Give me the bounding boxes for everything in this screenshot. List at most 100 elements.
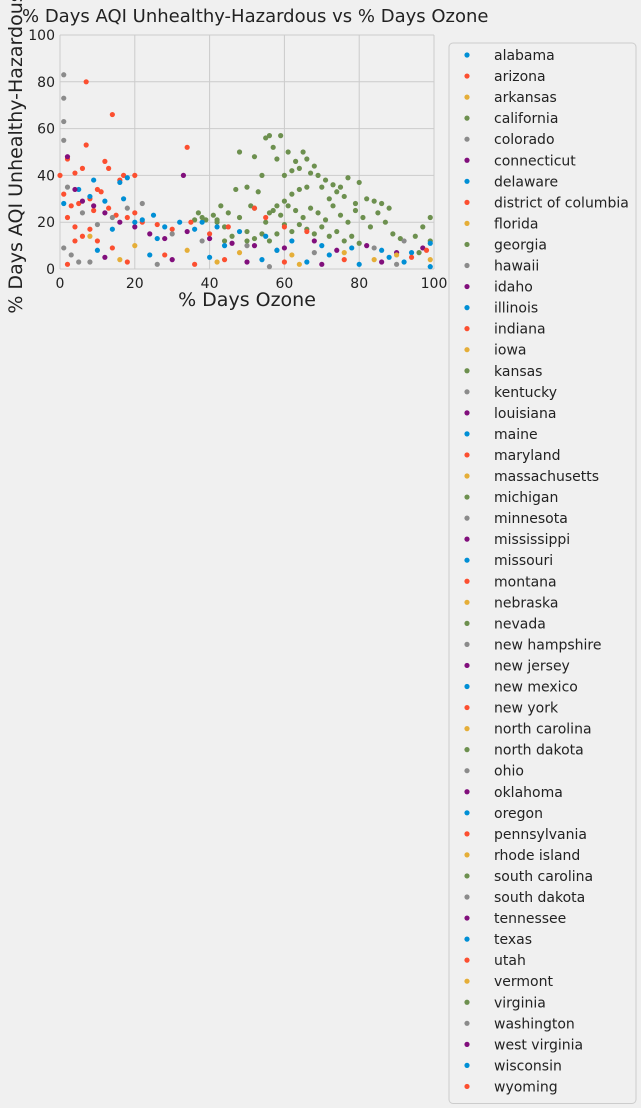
data-point	[132, 172, 138, 178]
data-point	[371, 198, 377, 204]
legend-label: louisiana	[494, 406, 556, 422]
data-point	[87, 226, 93, 232]
data-point	[266, 238, 273, 244]
data-point	[401, 238, 407, 244]
data-point	[76, 200, 82, 207]
legend-marker	[464, 768, 470, 774]
legend-marker	[464, 704, 470, 711]
data-point	[195, 210, 201, 216]
legend-marker	[464, 578, 470, 584]
data-point	[177, 219, 183, 225]
data-point	[147, 231, 153, 237]
data-point	[236, 149, 243, 155]
y-axis-label: % Days AQI Unhealthy-Hazardous	[5, 0, 27, 314]
data-point	[72, 238, 78, 244]
legend-label: arizona	[494, 69, 546, 85]
data-point	[285, 149, 291, 155]
data-point	[304, 259, 310, 265]
data-point	[61, 72, 67, 78]
data-point	[162, 252, 168, 258]
data-point	[207, 254, 213, 260]
data-point	[263, 214, 269, 221]
data-point	[94, 221, 100, 228]
data-point	[341, 250, 347, 256]
data-point	[132, 219, 138, 225]
data-point	[394, 252, 400, 258]
data-point	[364, 196, 370, 202]
data-point	[334, 247, 340, 253]
data-point	[132, 243, 138, 249]
legend-label: massachusetts	[494, 469, 599, 485]
data-point	[61, 191, 67, 197]
data-point	[397, 235, 403, 242]
data-point	[259, 257, 265, 263]
data-point	[307, 170, 314, 176]
data-point	[244, 238, 250, 244]
data-point	[113, 212, 119, 218]
data-point	[371, 245, 377, 251]
data-point	[79, 210, 86, 216]
data-point	[311, 238, 317, 244]
data-point	[427, 240, 433, 246]
data-point	[330, 203, 336, 209]
legend-marker	[464, 1020, 470, 1026]
legend-marker	[464, 368, 470, 374]
data-point	[319, 224, 325, 230]
data-point	[304, 184, 310, 190]
data-point	[263, 233, 269, 239]
data-point	[124, 259, 130, 265]
data-point	[225, 210, 231, 216]
data-point	[300, 214, 306, 221]
data-point	[337, 212, 344, 218]
data-point	[255, 189, 261, 195]
legend-label: pennsylvania	[494, 827, 587, 843]
legend-marker	[464, 157, 470, 163]
data-point	[379, 259, 385, 265]
legend-label: wisconsin	[494, 1058, 562, 1074]
data-point	[214, 217, 220, 223]
data-point	[423, 247, 430, 253]
data-point	[244, 228, 250, 235]
data-point	[83, 142, 89, 148]
data-point	[106, 205, 112, 211]
data-point	[420, 245, 426, 251]
data-point	[408, 250, 415, 256]
data-point	[259, 172, 265, 178]
legend-marker	[464, 978, 470, 984]
data-point	[386, 254, 392, 260]
data-point	[345, 219, 351, 225]
data-point	[124, 205, 130, 211]
data-point	[120, 196, 127, 202]
data-point	[61, 245, 67, 251]
data-point	[379, 247, 385, 253]
legend-marker	[464, 220, 470, 226]
legend-label: new hampshire	[494, 637, 601, 653]
legend-label: new jersey	[494, 658, 570, 674]
data-point	[304, 156, 310, 162]
data-point	[207, 235, 213, 242]
legend-label: georgia	[494, 237, 547, 253]
legend-label: illinois	[494, 301, 538, 317]
legend-label: vermont	[494, 974, 553, 990]
data-point	[251, 154, 258, 160]
data-point	[349, 245, 355, 251]
data-point	[274, 231, 280, 237]
legend-marker	[464, 915, 470, 921]
data-point	[218, 203, 224, 209]
data-point	[296, 186, 302, 193]
legend-marker	[464, 894, 470, 900]
data-point	[236, 250, 243, 256]
data-point	[341, 238, 347, 244]
legend-label: washington	[494, 1016, 575, 1032]
data-point	[330, 182, 336, 188]
data-point	[79, 198, 86, 204]
legend-marker	[464, 557, 470, 563]
data-point	[120, 172, 127, 178]
x-axis-label: % Days Ozone	[178, 289, 316, 311]
data-point	[322, 177, 329, 183]
data-point	[207, 231, 213, 237]
data-point	[293, 207, 299, 214]
data-point	[132, 224, 138, 230]
data-point	[379, 200, 385, 207]
